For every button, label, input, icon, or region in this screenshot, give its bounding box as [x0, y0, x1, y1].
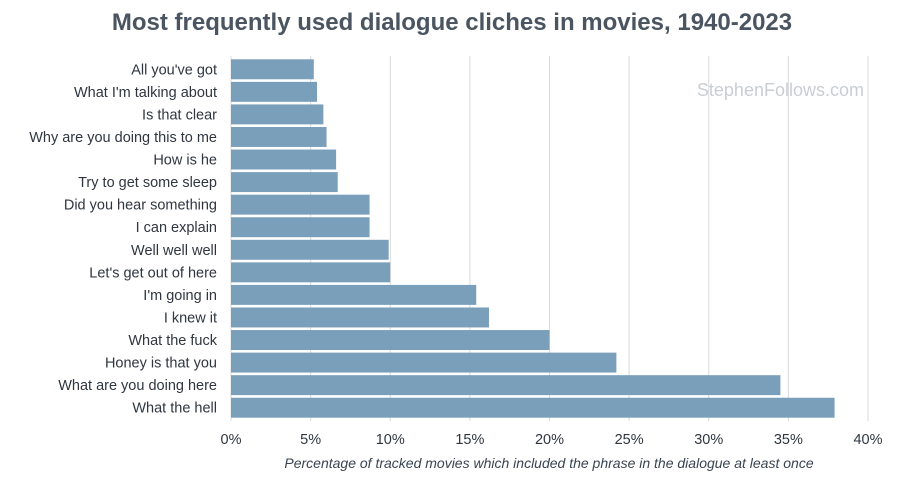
category-label: Well well well [131, 243, 217, 259]
category-label: What are you doing here [58, 378, 217, 394]
chart-title: Most frequently used dialogue cliches in… [112, 9, 792, 36]
bar [231, 172, 338, 193]
bar [231, 126, 327, 147]
category-label: Why are you doing this to me [29, 130, 217, 146]
x-tick-label: 0% [221, 432, 242, 448]
category-label: Try to get some sleep [78, 175, 217, 191]
bar [231, 59, 314, 80]
bar [231, 239, 389, 260]
x-tick-label: 40% [853, 432, 882, 448]
x-axis-label: Percentage of tracked movies which inclu… [284, 455, 813, 471]
x-tick-label: 10% [376, 432, 405, 448]
bar [231, 307, 489, 328]
bar [231, 375, 781, 396]
category-label: I can explain [136, 220, 217, 236]
watermark: StephenFollows.com [697, 80, 864, 100]
bar [231, 397, 835, 418]
category-label: What the fuck [128, 333, 217, 349]
category-label: All you've got [131, 62, 217, 78]
bar [231, 352, 617, 373]
bar [231, 284, 477, 305]
bar [231, 149, 337, 170]
x-tick-labels: 0% 5% 10% 15% 20% 25% 30% 35% 40% [221, 432, 883, 448]
category-label: Did you hear something [64, 198, 217, 214]
bar [231, 330, 550, 351]
x-tick-label: 5% [300, 432, 321, 448]
category-label: What the hell [132, 401, 217, 417]
x-tick-label: 30% [694, 432, 723, 448]
category-label: Honey is that you [105, 356, 217, 372]
category-labels: All you've got What I'm talking about Is t… [29, 62, 218, 416]
category-label: What I'm talking about [74, 85, 217, 101]
category-label: Is that clear [142, 107, 217, 123]
bar [231, 81, 317, 102]
bar [231, 104, 324, 125]
x-tick-label: 20% [535, 432, 564, 448]
x-tick-label: 25% [615, 432, 644, 448]
bars [231, 59, 835, 418]
category-label: I'm going in [143, 288, 217, 304]
category-label: Let's get out of here [89, 265, 217, 281]
bar [231, 262, 391, 283]
x-tick-label: 15% [455, 432, 484, 448]
bar [231, 194, 370, 215]
x-tick-label: 35% [774, 432, 803, 448]
category-label: I knew it [164, 310, 217, 326]
bar [231, 217, 370, 238]
category-label: How is he [153, 153, 217, 169]
